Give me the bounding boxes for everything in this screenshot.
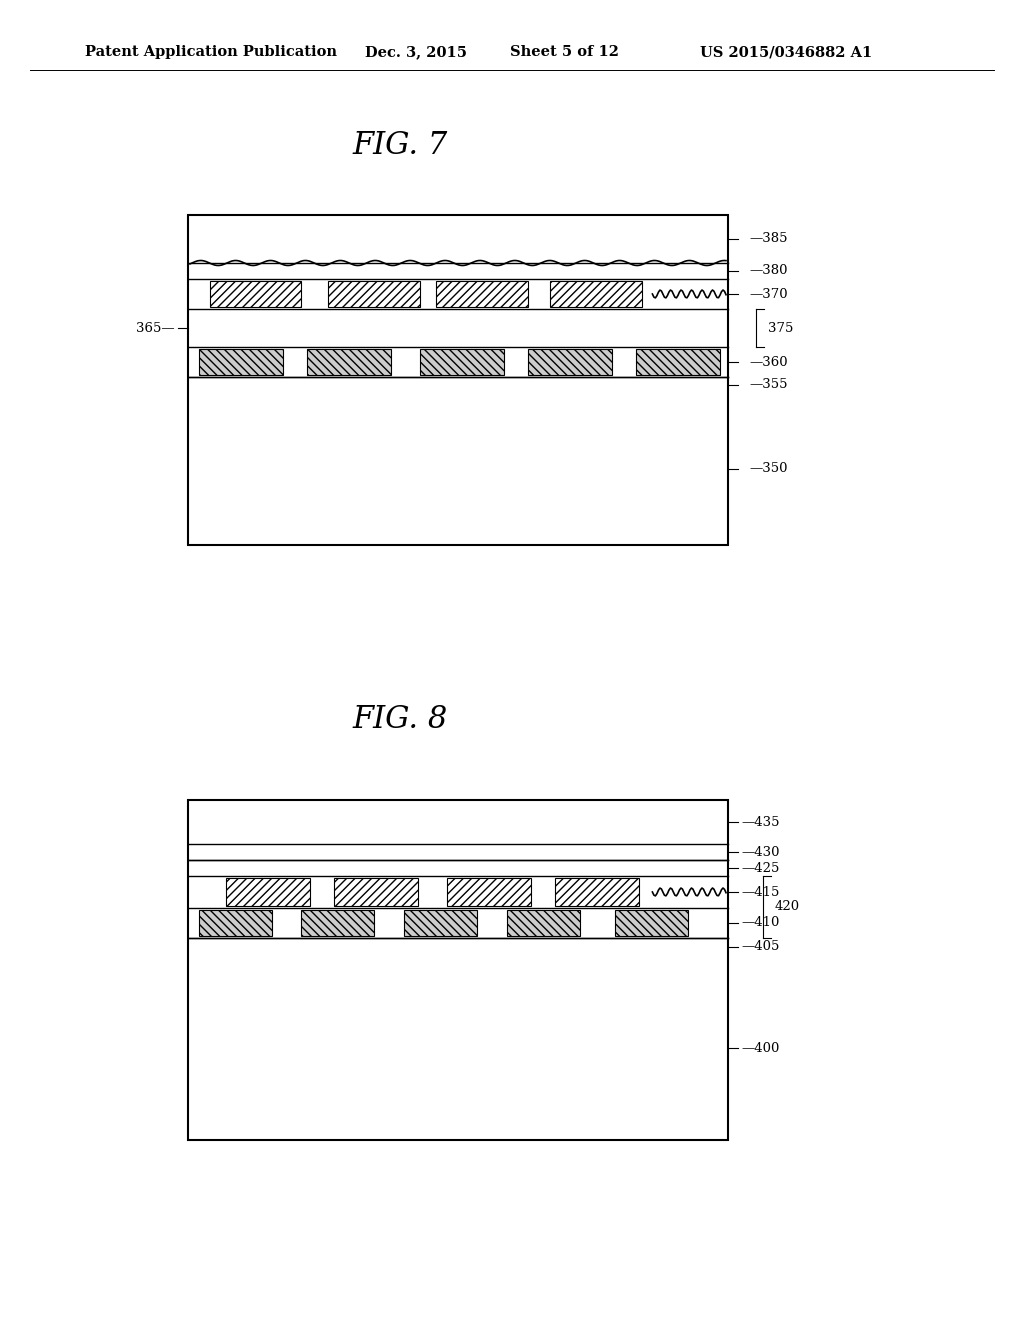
Bar (188, 800, 728, 1140)
Bar (447, 878, 530, 906)
Text: US 2015/0346882 A1: US 2015/0346882 A1 (700, 45, 872, 59)
Bar (307, 348, 390, 375)
Text: 375: 375 (768, 322, 794, 334)
Bar (334, 878, 418, 906)
Text: —405: —405 (741, 940, 779, 953)
Bar (550, 281, 642, 308)
Text: Dec. 3, 2015: Dec. 3, 2015 (365, 45, 467, 59)
Bar (404, 909, 477, 936)
Bar (436, 281, 528, 308)
Bar (199, 909, 271, 936)
Bar (528, 348, 612, 375)
Text: Patent Application Publication: Patent Application Publication (85, 45, 337, 59)
Text: Sheet 5 of 12: Sheet 5 of 12 (510, 45, 618, 59)
Text: —380: —380 (749, 264, 787, 277)
Text: —400: —400 (741, 1041, 779, 1055)
Text: —410: —410 (741, 916, 779, 929)
Bar (507, 909, 580, 936)
Bar (329, 281, 420, 308)
Bar (210, 281, 301, 308)
Bar (636, 348, 720, 375)
Bar (555, 878, 639, 906)
Text: 365—: 365— (136, 322, 175, 334)
Text: —360: —360 (749, 355, 787, 368)
Text: FIG. 7: FIG. 7 (352, 129, 447, 161)
Bar (420, 348, 504, 375)
Bar (614, 909, 687, 936)
Bar (301, 909, 375, 936)
Text: —355: —355 (749, 379, 787, 392)
Text: —435: —435 (741, 816, 779, 829)
Bar (226, 878, 309, 906)
Text: —370: —370 (749, 288, 787, 301)
Text: —385: —385 (749, 232, 787, 246)
Text: —415: —415 (741, 886, 779, 899)
Text: FIG. 8: FIG. 8 (352, 705, 447, 735)
Bar (188, 215, 728, 545)
Text: —425: —425 (741, 862, 779, 874)
Text: —430: —430 (741, 846, 779, 858)
Bar (199, 348, 283, 375)
Text: —350: —350 (749, 462, 787, 475)
Text: 420: 420 (775, 900, 800, 913)
